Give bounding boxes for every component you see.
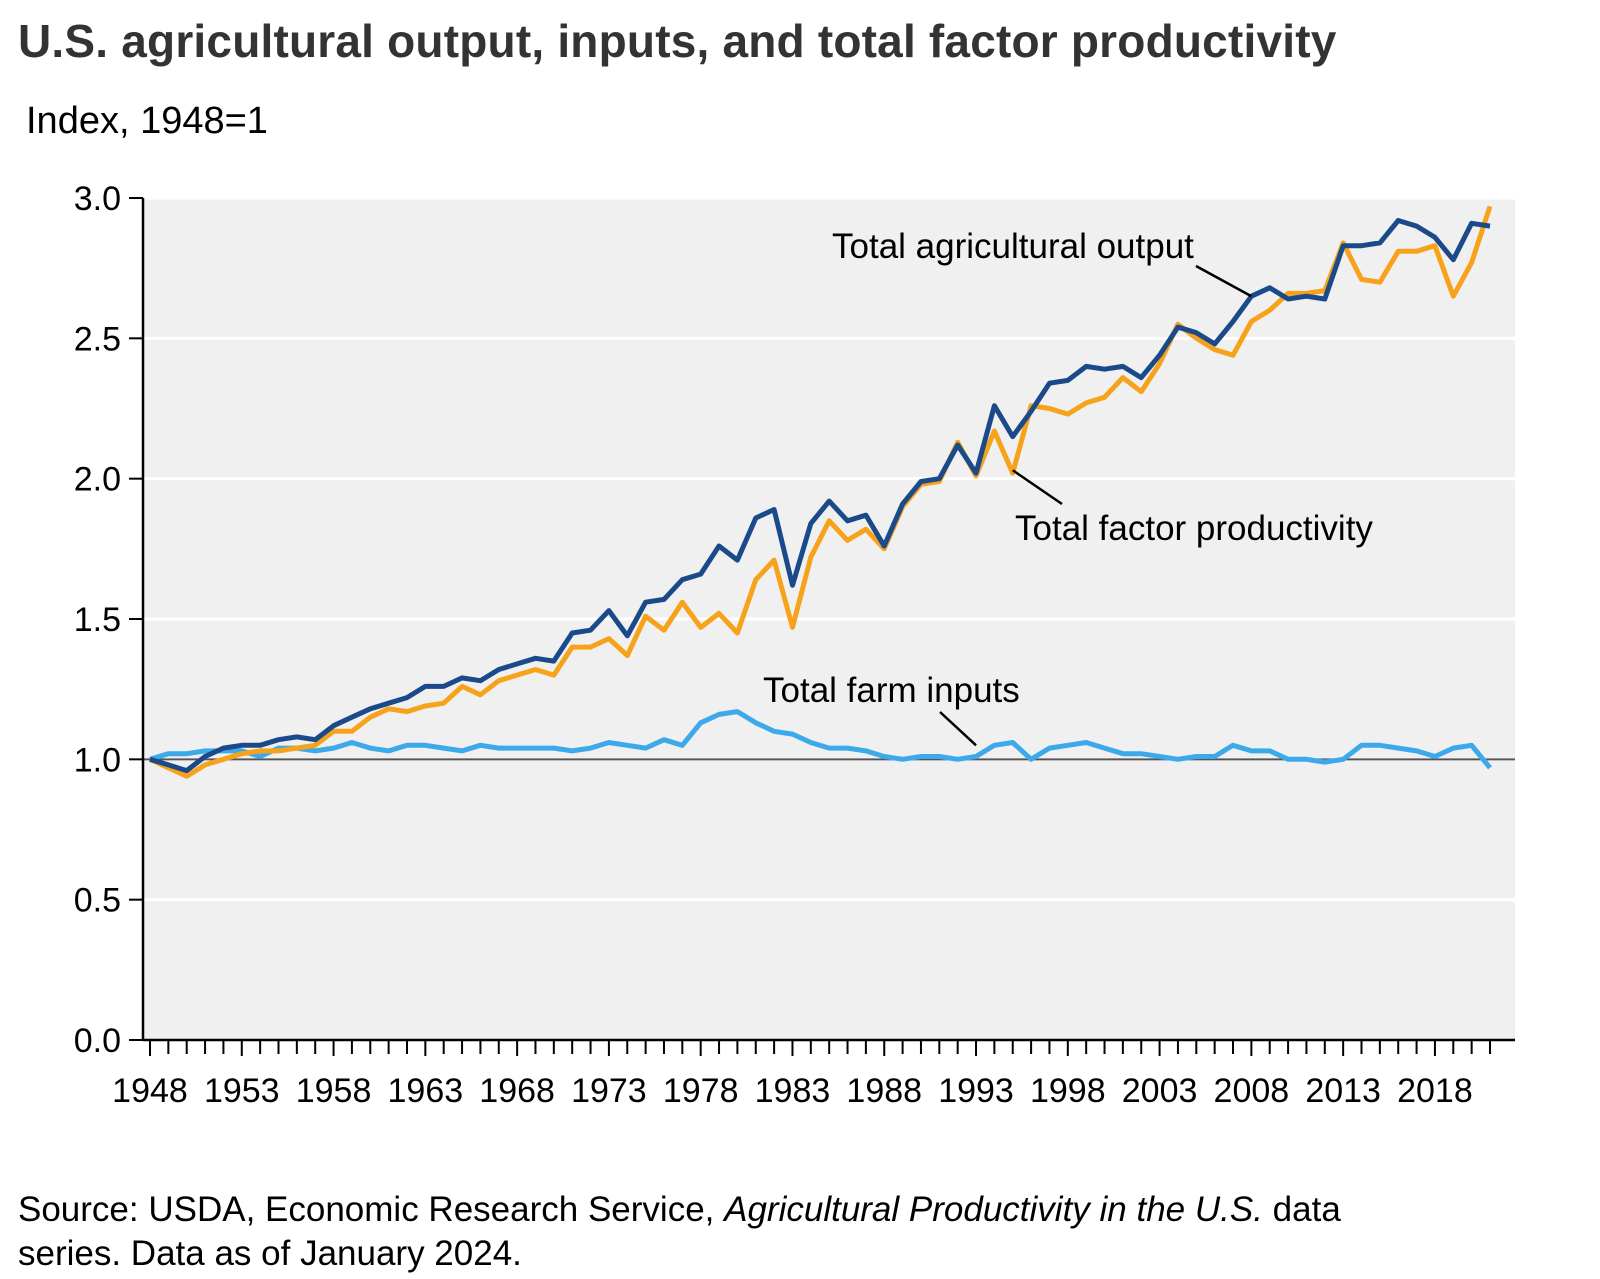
x-tick-label: 1963 [388, 1072, 464, 1110]
annotation-leader-total-agricultural-output [1195, 264, 1252, 298]
annotation-label-total-agricultural-output: Total agricultural output [832, 227, 1194, 266]
x-tick-label: 1953 [204, 1072, 280, 1110]
y-tick-label: 3.0 [74, 180, 121, 218]
y-tick-label: 0.0 [74, 1022, 121, 1060]
series-line-total-factor-productivity [148, 205, 1493, 779]
annotation-label-total-factor-productivity: Total factor productivity [1015, 509, 1373, 548]
series-line-total-farm-inputs [149, 709, 1492, 770]
chart-subtitle: Index, 1948=1 [26, 100, 268, 142]
x-tick-label: 1978 [663, 1072, 739, 1110]
x-tick-label: 1988 [846, 1072, 922, 1110]
annotation-label-total-farm-inputs: Total farm inputs [763, 671, 1020, 710]
source-prefix: Source: USDA, Economic Research Service, [18, 1190, 725, 1229]
x-tick-label: 2013 [1305, 1072, 1381, 1110]
y-tick-label: 2.0 [74, 461, 121, 499]
x-tick-label: 2008 [1214, 1072, 1290, 1110]
x-tick-label: 1998 [1030, 1072, 1106, 1110]
line-chart: 0.0 0.5 1.0 1.5 2.0 2.5 3.0 1948 1953 1958 1963 196… [74, 180, 1515, 1110]
annotation-leader-total-farm-inputs [939, 711, 977, 747]
series-line-total-agricultural-output [149, 218, 1491, 774]
x-tick-label: 1948 [112, 1072, 188, 1110]
x-tick-label: 1993 [938, 1072, 1014, 1110]
x-tick-label: 2018 [1397, 1072, 1473, 1110]
source-title: Agricultural Productivity in the U.S. [724, 1190, 1263, 1229]
y-tick-label: 1.0 [74, 741, 121, 779]
source-line2: series. Data as of January 2024. [18, 1234, 522, 1273]
x-tick-label: 2003 [1122, 1072, 1198, 1110]
y-tick-label: 1.5 [74, 601, 121, 639]
source-suffix: data [1262, 1190, 1341, 1229]
chart-title: U.S. agricultural output, inputs, and to… [18, 15, 1337, 67]
y-tick-label: 0.5 [74, 882, 121, 920]
annotation-leader-total-factor-productivity [1012, 469, 1063, 506]
y-tick-label: 2.5 [74, 320, 121, 358]
x-tick-label: 1973 [571, 1072, 647, 1110]
x-tick-label: 1958 [296, 1072, 372, 1110]
source-note: Source: USDA, Economic Research Service,… [18, 1188, 1341, 1276]
x-tick-label: 1968 [479, 1072, 555, 1110]
x-tick-label: 1983 [755, 1072, 831, 1110]
